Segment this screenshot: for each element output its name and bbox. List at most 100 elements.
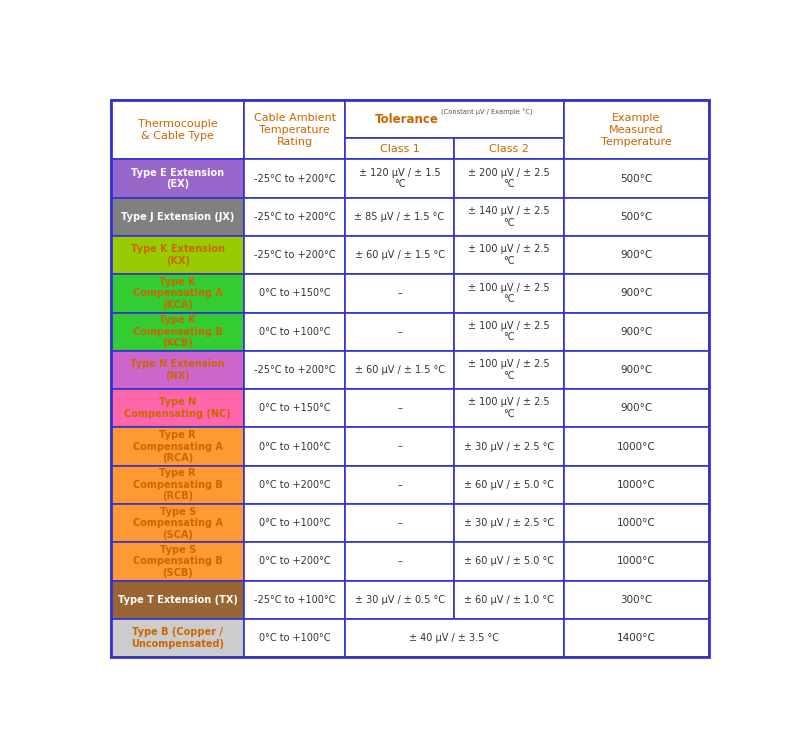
Text: (Constant μV / Example °C): (Constant μV / Example °C) xyxy=(441,110,532,116)
Bar xyxy=(245,504,345,542)
Bar xyxy=(111,427,245,466)
Bar xyxy=(345,160,454,198)
Text: ± 120 μV / ± 1.5
°C: ± 120 μV / ± 1.5 °C xyxy=(358,168,440,189)
Text: 0°C to +100°C: 0°C to +100°C xyxy=(259,633,330,643)
Text: Type S
Compensating A
(SCA): Type S Compensating A (SCA) xyxy=(133,506,222,540)
Bar xyxy=(564,351,709,389)
Text: –: – xyxy=(397,404,402,413)
Bar xyxy=(564,542,709,580)
Text: ± 60 μV / ± 5.0 °C: ± 60 μV / ± 5.0 °C xyxy=(464,480,554,490)
Text: –: – xyxy=(397,556,402,566)
Text: Class 2: Class 2 xyxy=(489,144,529,154)
Bar xyxy=(564,580,709,619)
Text: Type S
Compensating B
(SCB): Type S Compensating B (SCB) xyxy=(133,544,222,578)
Bar xyxy=(111,100,245,160)
Bar xyxy=(454,313,564,351)
Bar xyxy=(564,389,709,427)
Bar xyxy=(111,351,245,389)
Bar xyxy=(345,619,564,657)
Text: 900°C: 900°C xyxy=(620,404,652,413)
Text: 1000°C: 1000°C xyxy=(617,480,655,490)
Text: 0°C to +150°C: 0°C to +150°C xyxy=(259,404,330,413)
Text: –: – xyxy=(397,289,402,298)
Text: –: – xyxy=(397,327,402,337)
Bar xyxy=(345,427,454,466)
Bar xyxy=(345,236,454,274)
Text: Type J Extension (JX): Type J Extension (JX) xyxy=(121,211,234,222)
Text: 0°C to +100°C: 0°C to +100°C xyxy=(259,442,330,452)
Text: 900°C: 900°C xyxy=(620,327,652,337)
Text: 1400°C: 1400°C xyxy=(617,633,656,643)
Bar xyxy=(245,427,345,466)
Bar xyxy=(345,100,564,138)
Text: 0°C to +200°C: 0°C to +200°C xyxy=(259,480,330,490)
Bar xyxy=(345,389,454,427)
Bar xyxy=(245,389,345,427)
Text: 500°C: 500°C xyxy=(620,173,652,184)
Bar xyxy=(245,466,345,504)
Text: –: – xyxy=(397,518,402,528)
Text: Type K
Compensating A
(KCA): Type K Compensating A (KCA) xyxy=(133,277,222,310)
Text: -25°C to +100°C: -25°C to +100°C xyxy=(254,595,335,604)
Bar xyxy=(345,542,454,580)
Bar xyxy=(564,100,709,160)
Text: Type N Extension
(NX): Type N Extension (NX) xyxy=(130,359,225,381)
Bar xyxy=(564,619,709,657)
Bar xyxy=(564,198,709,236)
Text: ± 100 μV / ± 2.5
°C: ± 100 μV / ± 2.5 °C xyxy=(468,321,550,343)
Text: ± 30 μV / ± 0.5 °C: ± 30 μV / ± 0.5 °C xyxy=(354,595,445,604)
Bar xyxy=(345,504,454,542)
Bar xyxy=(454,389,564,427)
Text: -25°C to +200°C: -25°C to +200°C xyxy=(254,173,335,184)
Text: 900°C: 900°C xyxy=(620,289,652,298)
Text: Type E Extension
(EX): Type E Extension (EX) xyxy=(131,168,224,189)
Text: ± 30 μV / ± 2.5 °C: ± 30 μV / ± 2.5 °C xyxy=(464,518,554,528)
Text: ± 100 μV / ± 2.5
°C: ± 100 μV / ± 2.5 °C xyxy=(468,398,550,419)
Bar xyxy=(245,580,345,619)
Bar xyxy=(245,100,345,160)
Bar xyxy=(111,542,245,580)
Bar xyxy=(345,313,454,351)
Bar xyxy=(454,138,564,160)
Bar xyxy=(564,427,709,466)
Bar xyxy=(111,160,245,198)
Text: Type N
Compensating (NC): Type N Compensating (NC) xyxy=(125,398,231,419)
Bar xyxy=(345,580,454,619)
Text: ± 30 μV / ± 2.5 °C: ± 30 μV / ± 2.5 °C xyxy=(464,442,554,452)
Text: ± 60 μV / ± 1.5 °C: ± 60 μV / ± 1.5 °C xyxy=(354,365,445,375)
Text: Cable Ambient
Temperature
Rating: Cable Ambient Temperature Rating xyxy=(254,113,336,146)
Text: 500°C: 500°C xyxy=(620,211,652,222)
Bar xyxy=(345,198,454,236)
Text: 1000°C: 1000°C xyxy=(617,518,655,528)
Bar xyxy=(564,466,709,504)
Text: Type K
Compensating B
(KCB): Type K Compensating B (KCB) xyxy=(133,315,222,348)
Bar xyxy=(245,313,345,351)
Text: ± 100 μV / ± 2.5
°C: ± 100 μV / ± 2.5 °C xyxy=(468,359,550,381)
Bar xyxy=(345,274,454,313)
Text: Thermocouple
& Cable Type: Thermocouple & Cable Type xyxy=(138,119,218,141)
Bar xyxy=(454,198,564,236)
Text: -25°C to +200°C: -25°C to +200°C xyxy=(254,365,335,375)
Text: -25°C to +200°C: -25°C to +200°C xyxy=(254,250,335,260)
Text: ± 60 μV / ± 5.0 °C: ± 60 μV / ± 5.0 °C xyxy=(464,556,554,566)
Text: Class 1: Class 1 xyxy=(380,144,419,154)
Bar xyxy=(454,427,564,466)
Text: 900°C: 900°C xyxy=(620,250,652,260)
Text: 0°C to +100°C: 0°C to +100°C xyxy=(259,518,330,528)
Text: 0°C to +100°C: 0°C to +100°C xyxy=(259,327,330,337)
Text: 1000°C: 1000°C xyxy=(617,442,655,452)
Text: ± 200 μV / ± 2.5
°C: ± 200 μV / ± 2.5 °C xyxy=(468,168,550,189)
Bar xyxy=(454,351,564,389)
Bar xyxy=(111,313,245,351)
Text: Type R
Compensating A
(RCA): Type R Compensating A (RCA) xyxy=(133,430,222,464)
Bar xyxy=(111,580,245,619)
Text: 300°C: 300°C xyxy=(620,595,652,604)
Bar xyxy=(454,580,564,619)
Bar xyxy=(245,236,345,274)
Bar xyxy=(245,619,345,657)
Text: Type R
Compensating B
(RCB): Type R Compensating B (RCB) xyxy=(133,468,222,502)
Bar xyxy=(564,236,709,274)
Text: –: – xyxy=(397,480,402,490)
Bar xyxy=(454,274,564,313)
Text: 900°C: 900°C xyxy=(620,365,652,375)
